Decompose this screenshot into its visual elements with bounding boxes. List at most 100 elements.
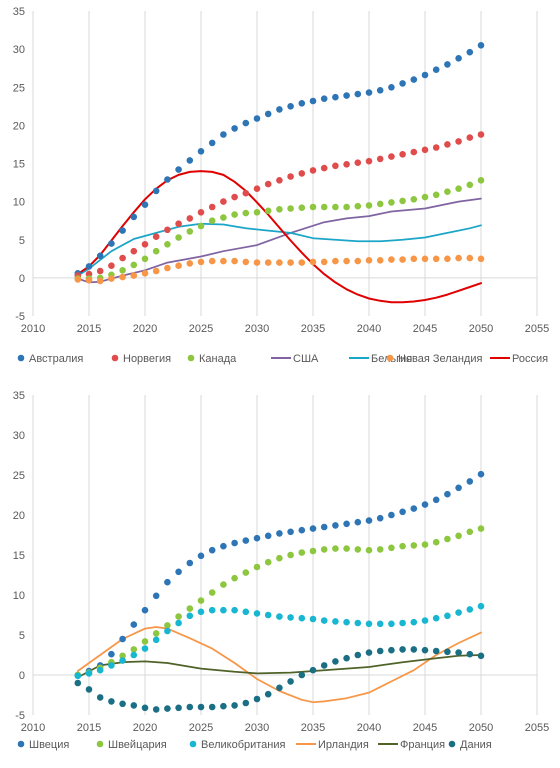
legend-item: Франция (378, 739, 445, 751)
data-point (354, 651, 362, 659)
data-point (455, 254, 462, 262)
data-point (421, 646, 429, 654)
data-point (231, 539, 238, 547)
series-line (76, 654, 482, 679)
data-point (309, 258, 317, 266)
data-point (141, 704, 149, 712)
data-point (152, 636, 160, 644)
legend-item: Норвегия (111, 353, 171, 365)
data-point (354, 518, 362, 526)
series-6 (76, 170, 482, 304)
chart-bottom: -5 0 5 10 15 20 25 30 35 2010 2015 2020 2025 2030 2035… (0, 384, 560, 768)
data-point (320, 95, 328, 102)
data-point (186, 703, 194, 711)
legend-dot-marker (17, 354, 25, 362)
data-point (130, 272, 138, 279)
legend-label: Ирландия (318, 739, 369, 751)
data-point (108, 262, 115, 270)
data-point (242, 537, 250, 544)
data-point (365, 620, 373, 628)
data-point (220, 606, 227, 614)
data-point (354, 546, 362, 553)
data-point (208, 703, 216, 711)
data-point (320, 546, 328, 553)
data-point (432, 144, 440, 151)
series-2 (74, 177, 485, 282)
data-point (152, 706, 160, 713)
data-point (108, 650, 115, 658)
y-tick-label: 15 (13, 550, 25, 562)
data-point (410, 196, 418, 203)
data-point (354, 619, 362, 627)
x-tick-label: 2050 (469, 722, 493, 734)
data-point (466, 48, 474, 56)
data-point (376, 155, 384, 163)
y-tick-label: 20 (13, 510, 25, 522)
data-point (343, 545, 350, 552)
data-point (242, 189, 250, 197)
data-point (399, 646, 406, 653)
data-point (253, 185, 261, 192)
data-point (466, 478, 474, 485)
data-point (466, 134, 474, 141)
data-point (276, 206, 283, 213)
data-point (399, 542, 406, 550)
data-point (164, 622, 171, 629)
data-point (152, 233, 160, 240)
data-point (242, 209, 250, 217)
x-tick-label: 2045 (413, 323, 437, 335)
x-tick-label: 2035 (301, 323, 325, 335)
data-point (141, 241, 149, 248)
data-point (477, 131, 485, 138)
x-tick-label: 2010 (21, 722, 45, 734)
y-tick-label: 25 (13, 470, 25, 482)
data-point (197, 209, 205, 216)
data-point (410, 76, 418, 83)
legend-label: Австралия (29, 353, 83, 365)
data-point (388, 153, 395, 160)
legend-label: Новая Зеландия (398, 353, 482, 365)
data-point (231, 574, 238, 582)
y-tick-label: 20 (13, 120, 25, 132)
data-point (141, 606, 149, 614)
data-point (432, 614, 440, 622)
data-point (332, 618, 339, 625)
data-point (242, 119, 250, 127)
data-point (208, 606, 216, 614)
legend-item: Канада (187, 353, 237, 365)
data-point (388, 84, 395, 91)
data-point (220, 581, 227, 588)
x-tick-label: 2045 (413, 722, 437, 734)
data-point (399, 197, 406, 205)
data-point (141, 255, 149, 263)
data-point (399, 256, 406, 263)
data-point (376, 546, 384, 553)
legend-item: Великобритания (189, 739, 286, 751)
data-point (253, 610, 261, 617)
data-point (242, 699, 250, 707)
data-point (309, 97, 317, 105)
data-point (332, 93, 339, 101)
data-point (298, 100, 306, 107)
data-point (96, 694, 104, 701)
data-point (220, 702, 227, 710)
data-point (231, 257, 238, 265)
series-4 (76, 654, 482, 679)
data-point (164, 226, 171, 234)
series-4 (76, 222, 482, 277)
y-tick-label: 15 (13, 159, 25, 171)
data-point (432, 255, 440, 263)
x-tick-label: 2020 (133, 323, 157, 335)
legend-item: Швейцария (96, 739, 167, 751)
data-point (455, 55, 462, 62)
data-point (365, 257, 373, 264)
data-point (220, 214, 227, 221)
data-point (455, 532, 462, 540)
data-point (119, 267, 126, 274)
legend-item: Швеция (17, 739, 69, 751)
data-point (444, 490, 451, 498)
data-point (164, 705, 171, 712)
data-point (365, 202, 373, 209)
legend-item: Австралия (17, 353, 83, 365)
x-axis: 2010 2015 2020 2025 2030 2035 2040 2045 2050 2055 (21, 323, 549, 335)
